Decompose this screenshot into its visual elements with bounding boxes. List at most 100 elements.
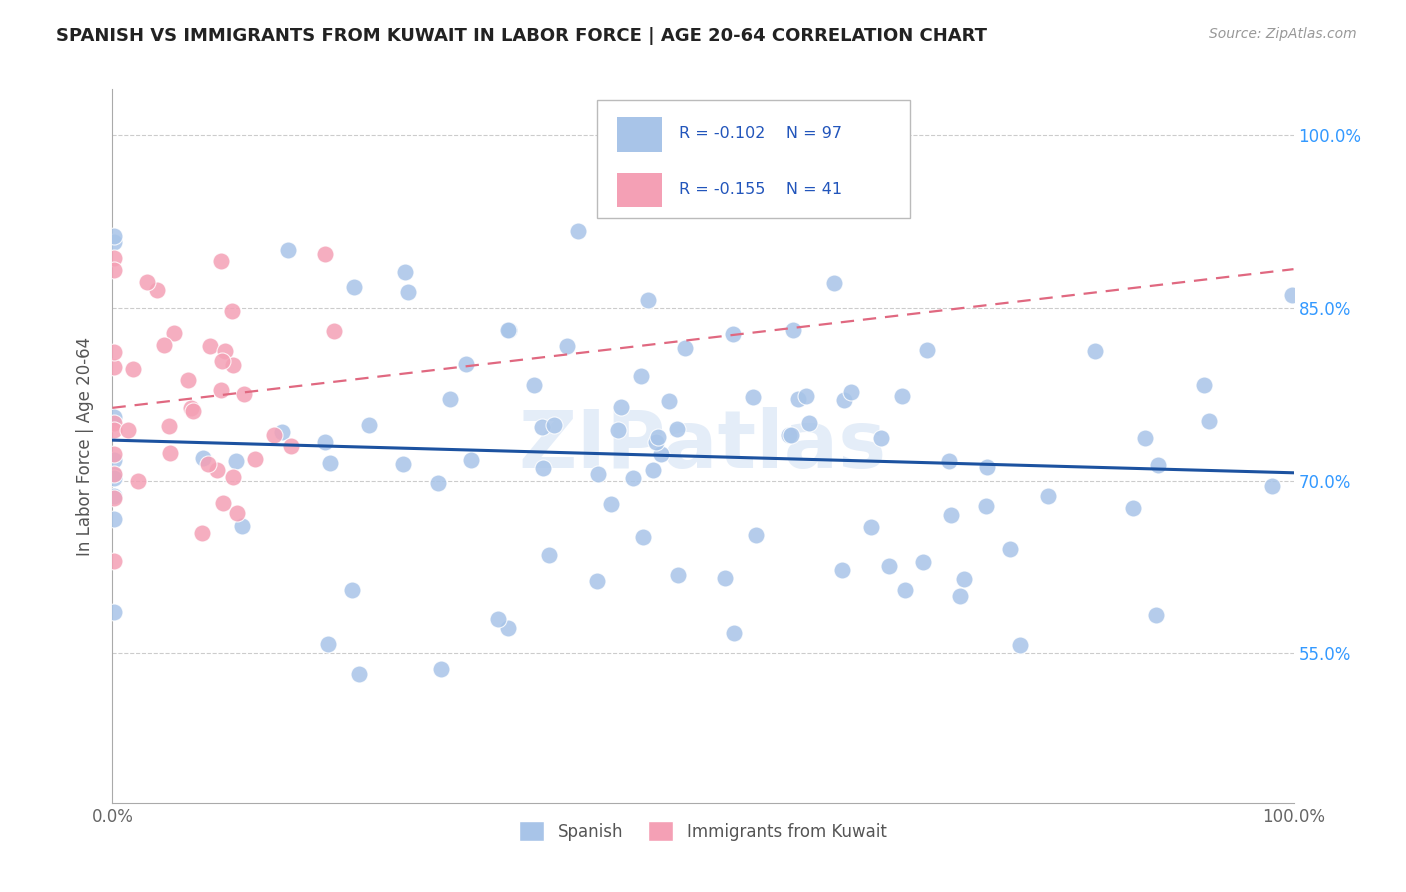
Point (221, 304, 243, 318)
Point (630, 369, 652, 384)
Point (103, 251, 125, 265)
Point (496, 323, 519, 337)
Legend: Spanish, Immigrants from Kuwait: Spanish, Immigrants from Kuwait (513, 814, 893, 848)
Text: ZIPatlas: ZIPatlas (519, 407, 887, 485)
Point (127, 474, 149, 488)
Point (797, 416, 820, 430)
Point (314, 434, 336, 449)
Text: R = -0.155    N = 41: R = -0.155 N = 41 (679, 182, 842, 196)
Point (949, 589, 972, 603)
Point (666, 422, 689, 436)
Point (723, 625, 745, 640)
Point (742, 390, 765, 404)
Point (103, 452, 125, 467)
FancyBboxPatch shape (617, 173, 662, 207)
Point (877, 559, 900, 574)
Point (340, 582, 363, 597)
Point (537, 548, 560, 562)
Point (211, 254, 233, 268)
Point (531, 460, 554, 475)
Point (316, 637, 339, 651)
Point (1038, 490, 1060, 504)
Point (643, 463, 665, 477)
Point (226, 506, 249, 520)
Point (1122, 500, 1144, 515)
Point (197, 458, 219, 472)
Point (1192, 377, 1215, 392)
Point (673, 341, 696, 355)
Point (567, 224, 589, 238)
Point (631, 530, 654, 544)
Point (263, 427, 285, 442)
Point (280, 439, 302, 453)
Point (135, 275, 157, 289)
Point (342, 279, 364, 293)
Point (938, 453, 960, 467)
Point (974, 499, 997, 513)
Point (723, 327, 745, 342)
Point (180, 401, 202, 415)
Point (1135, 431, 1157, 445)
Point (780, 428, 803, 442)
Point (277, 243, 299, 257)
Text: R = -0.102    N = 97: R = -0.102 N = 97 (679, 127, 842, 141)
Point (103, 467, 125, 482)
Point (621, 471, 644, 485)
Point (103, 409, 125, 424)
Point (832, 392, 855, 407)
Point (103, 359, 125, 374)
Point (586, 574, 609, 589)
Point (668, 567, 690, 582)
Point (359, 417, 381, 432)
Point (209, 383, 232, 397)
Point (243, 451, 266, 466)
Point (103, 512, 125, 526)
Point (941, 508, 963, 522)
Point (714, 571, 737, 585)
Point (745, 528, 768, 542)
Point (1144, 607, 1167, 622)
Point (146, 283, 169, 297)
Point (396, 285, 419, 300)
Point (103, 447, 125, 461)
Point (1146, 458, 1168, 472)
Point (823, 277, 845, 291)
Text: SPANISH VS IMMIGRANTS FROM KUWAIT IN LABOR FORCE | AGE 20-64 CORRELATION CHART: SPANISH VS IMMIGRANTS FROM KUWAIT IN LAB… (56, 27, 987, 45)
Point (890, 389, 912, 403)
Point (103, 345, 125, 359)
Point (637, 293, 659, 307)
Point (181, 404, 204, 418)
Point (1084, 344, 1107, 359)
Point (599, 497, 621, 511)
Point (103, 471, 125, 485)
Y-axis label: In Labor Force | Age 20-64: In Labor Force | Age 20-64 (76, 336, 94, 556)
Point (103, 490, 125, 504)
Point (163, 326, 186, 340)
Point (645, 434, 668, 449)
Point (839, 385, 862, 400)
Point (1010, 639, 1032, 653)
Point (117, 423, 139, 437)
Point (1260, 478, 1282, 492)
Point (557, 339, 579, 353)
Point (103, 605, 125, 619)
Point (103, 554, 125, 568)
Point (952, 572, 974, 586)
Point (1198, 414, 1220, 428)
Point (870, 431, 893, 445)
Point (607, 423, 630, 437)
Point (314, 246, 336, 260)
Point (392, 457, 415, 471)
Point (782, 323, 804, 337)
Point (1281, 288, 1303, 302)
Point (586, 467, 609, 481)
Point (911, 555, 934, 569)
Point (429, 661, 451, 675)
Point (225, 454, 247, 468)
Point (103, 423, 125, 437)
Point (998, 542, 1021, 557)
FancyBboxPatch shape (617, 118, 662, 152)
Point (322, 324, 344, 338)
Point (523, 378, 546, 392)
Point (159, 446, 181, 460)
